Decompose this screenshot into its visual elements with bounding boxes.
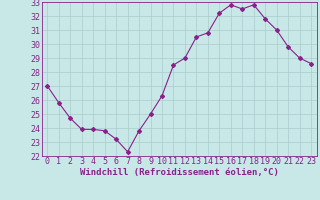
X-axis label: Windchill (Refroidissement éolien,°C): Windchill (Refroidissement éolien,°C) xyxy=(80,168,279,177)
